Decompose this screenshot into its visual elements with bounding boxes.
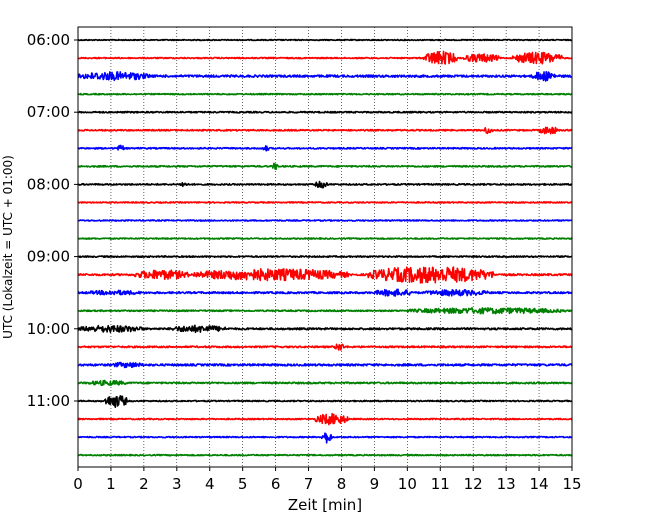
x-tick-label-13: 13	[497, 475, 516, 493]
x-tick-label-2: 2	[139, 475, 149, 493]
trace-0730	[77, 144, 573, 152]
trace-0745	[77, 162, 573, 170]
trace-0845	[77, 237, 573, 240]
trace-0700	[77, 110, 573, 114]
trace-0715	[77, 126, 573, 135]
trace-0615	[77, 50, 573, 65]
vertical-grid	[110, 27, 540, 467]
trace-0800	[77, 180, 573, 189]
trace-0600	[77, 38, 573, 42]
trace-1030	[77, 361, 573, 369]
x-tick-label-3: 3	[172, 475, 182, 493]
x-tick-label-8: 8	[337, 475, 347, 493]
y-tick-label-0900: 09:00	[27, 248, 70, 266]
trace-1015	[77, 343, 573, 351]
y-tick-label-0600: 06:00	[27, 31, 70, 49]
y-tick-label-0700: 07:00	[27, 103, 70, 121]
trace-0815	[77, 201, 573, 204]
x-tick-label-6: 6	[271, 475, 281, 493]
trace-0930	[77, 288, 573, 297]
x-tick-label-1: 1	[106, 475, 116, 493]
y-tick-label-0800: 08:00	[27, 175, 70, 193]
trace-1100	[77, 395, 573, 409]
trace-1145	[77, 453, 573, 457]
trace-1130	[77, 432, 573, 444]
trace-1115	[77, 412, 573, 426]
plot-frame	[77, 26, 573, 468]
y-tick-label-1000: 10:00	[27, 320, 70, 338]
trace-1000	[77, 324, 573, 334]
x-axis: 0 1 2 3 4 5 6 7 8 9 10 11 12 13 14 15	[73, 467, 582, 493]
trace-0915	[77, 266, 573, 284]
trace-0830	[77, 219, 573, 222]
x-tick-label-11: 11	[431, 475, 450, 493]
x-tick-label-5: 5	[238, 475, 248, 493]
trace-0645	[77, 92, 573, 96]
x-tick-label-7: 7	[304, 475, 314, 493]
x-tick-label-9: 9	[370, 475, 380, 493]
x-tick-label-4: 4	[205, 475, 215, 493]
x-tick-label-15: 15	[562, 475, 581, 493]
y-tick-label-1100: 11:00	[27, 392, 70, 410]
x-tick-label-0: 0	[73, 475, 83, 493]
trace-0900	[77, 255, 573, 259]
y-axis-label: UTC (Lokalzeit = UTC + 01:00)	[1, 155, 15, 339]
trace-0630	[77, 70, 573, 82]
trace-1045	[77, 379, 573, 387]
x-axis-label: Zeit [min]	[288, 496, 362, 514]
y-axis: 06:00 07:00 08:00 09:00 10:00 11:00	[27, 31, 78, 410]
x-tick-label-12: 12	[464, 475, 483, 493]
traces	[77, 38, 573, 457]
trace-0945	[77, 307, 573, 315]
x-tick-label-10: 10	[398, 475, 417, 493]
x-tick-label-14: 14	[530, 475, 549, 493]
